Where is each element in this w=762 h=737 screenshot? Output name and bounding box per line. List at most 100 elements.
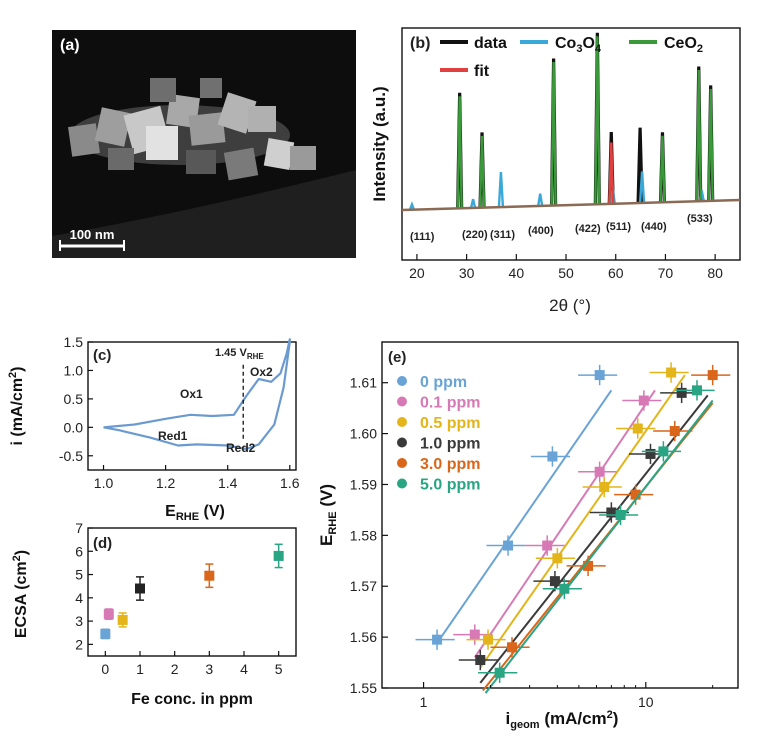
tafel-point xyxy=(432,634,443,645)
panel-c: 1.0 1.2 1.4 1.6 -0.5 0.0 0.5 1.0 1.5 (c) 1.45 VR… xyxy=(7,334,300,523)
panel-d-x-label: Fe conc. in ppm xyxy=(131,691,253,708)
peak-ox2: Ox2 xyxy=(250,365,273,379)
tafel-point xyxy=(707,370,718,381)
tafel-point xyxy=(552,553,563,564)
cv-y-tick-label: 0.5 xyxy=(64,391,84,407)
tafel-point xyxy=(503,540,514,551)
ecsa-y-tick-label: 7 xyxy=(75,520,83,536)
xrd-peak-ceo2-6 xyxy=(695,69,702,202)
cv-x-tick-label: 1.6 xyxy=(280,475,300,491)
xrd-peak-co3o4-2 xyxy=(497,172,505,208)
panel-b-label: (b) xyxy=(410,35,430,52)
panel-d-y-label: ECSA (cm2) xyxy=(11,550,30,638)
hkl-labels: (111) (220) (311) (400) (422) (511) (440) (533) xyxy=(410,213,713,243)
tafel-plot-area xyxy=(415,362,731,694)
tafel-point xyxy=(559,583,570,594)
ecsa-point xyxy=(273,550,284,561)
tafel-point xyxy=(594,466,605,477)
cv-y-tick-label: -0.5 xyxy=(59,448,83,464)
tafel-legend-label: 1.0 ppm xyxy=(420,436,480,453)
tafel-point xyxy=(483,634,494,645)
ecsa-x-tick-label: 4 xyxy=(240,661,248,677)
cv-y-tick-label: 0.0 xyxy=(64,419,84,435)
xrd-x-tick-label: 30 xyxy=(459,265,475,281)
panel-c-label: (c) xyxy=(93,347,111,364)
cv-y-tick-label: 1.0 xyxy=(64,362,84,378)
panel-b-legend: data Co3O4 CeO2 fit xyxy=(440,35,703,80)
xrd-x-tick-label: 20 xyxy=(409,265,425,281)
xrd-x-tick-label: 80 xyxy=(707,265,723,281)
cv-y-tick-label: 1.5 xyxy=(64,334,84,350)
tafel-point xyxy=(469,629,480,640)
xrd-peak-ceo2-2 xyxy=(550,61,557,206)
tafel-point xyxy=(676,387,687,398)
panel-a: (a) 100 nm xyxy=(52,30,356,258)
tafel-legend-label: 3.0 ppm xyxy=(420,456,480,473)
ecsa-y-tick-label: 5 xyxy=(75,567,83,583)
tafel-legend-marker xyxy=(397,437,407,448)
hkl-label: (311) xyxy=(490,229,515,241)
annotation-145v: 1.45 VRHE xyxy=(215,347,264,361)
tafel-fit-line xyxy=(479,374,686,669)
tafel-legend-label: 0 ppm xyxy=(420,374,467,391)
panel-e-x-label: igeom (mA/cm2) xyxy=(506,709,619,731)
cv-x-tick-label: 1.0 xyxy=(94,475,114,491)
xrd-peak-ceo2-3 xyxy=(594,36,601,205)
tafel-fit-line xyxy=(479,394,709,684)
panel-e-frame xyxy=(381,341,739,689)
hkl-label: (220) xyxy=(462,229,488,241)
tafel-x-tick-label: 1 xyxy=(420,694,428,710)
tafel-fit-line xyxy=(473,389,656,659)
tafel-point xyxy=(599,482,610,493)
tafel-y-tick-label: 1.55 xyxy=(350,680,377,696)
tafel-legend-marker xyxy=(397,478,407,489)
xrd-plot-area xyxy=(401,32,741,212)
xrd-x-tick-label: 60 xyxy=(608,265,624,281)
tafel-y-tick-label: 1.58 xyxy=(350,527,377,543)
panel-a-label: (a) xyxy=(60,37,80,54)
panel-b-x-label: 2θ (°) xyxy=(549,296,591,315)
ecsa-y-tick-label: 4 xyxy=(75,590,83,606)
ecsa-y-tick-label: 3 xyxy=(75,613,83,629)
hkl-label: (533) xyxy=(687,213,713,225)
legend-fit: fit xyxy=(474,63,490,80)
tafel-point xyxy=(549,576,560,587)
cv-plot-area xyxy=(103,338,291,451)
tafel-legend-label: 5.0 ppm xyxy=(420,477,480,494)
tafel-legend-marker xyxy=(397,458,407,468)
ecsa-point xyxy=(100,628,111,639)
ecsa-point xyxy=(103,609,114,620)
ecsa-x-tick-label: 5 xyxy=(275,661,283,677)
panel-e-ticks: 1 10 1.55 1.56 1.57 1.58 1.59 1.60 1.61 xyxy=(350,375,714,710)
panel-d-frame xyxy=(87,527,297,657)
particle-cluster xyxy=(68,78,316,181)
tafel-point xyxy=(645,448,656,459)
tafel-point xyxy=(669,426,680,437)
tafel-point xyxy=(606,507,617,518)
tafel-y-tick-label: 1.56 xyxy=(350,629,377,645)
xrd-peak-co3o4-1 xyxy=(469,198,477,209)
cv-x-tick-label: 1.4 xyxy=(218,475,238,491)
tafel-point xyxy=(630,489,641,500)
ecsa-point xyxy=(117,614,128,625)
ecsa-y-tick-label: 6 xyxy=(75,543,83,559)
peak-ox1: Ox1 xyxy=(180,387,203,401)
tafel-point xyxy=(594,370,605,381)
panel-e-y-label: ERHE (V) xyxy=(317,484,339,546)
tafel-fit-line xyxy=(484,399,714,694)
xrd-x-tick-label: 40 xyxy=(509,265,525,281)
hkl-label: (111) xyxy=(410,231,435,243)
panel-d-ticks: 0 1 2 3 4 5 2 3 4 5 6 7 xyxy=(75,520,283,677)
ecsa-point xyxy=(204,570,215,581)
ecsa-x-tick-label: 1 xyxy=(136,661,144,677)
tafel-point xyxy=(666,367,677,378)
tafel-legend-label: 0.1 ppm xyxy=(420,395,480,412)
panel-b-frame xyxy=(401,27,741,261)
legend-co3o4: Co3O4 xyxy=(555,35,602,55)
panel-b-x-ticks: 20 30 40 50 60 70 80 xyxy=(409,254,723,281)
panel-d-label: (d) xyxy=(93,535,112,552)
xrd-peak-ceo2-1 xyxy=(478,135,486,208)
tafel-legend-label: 0.5 ppm xyxy=(420,415,480,432)
hkl-label: (422) xyxy=(575,223,601,235)
